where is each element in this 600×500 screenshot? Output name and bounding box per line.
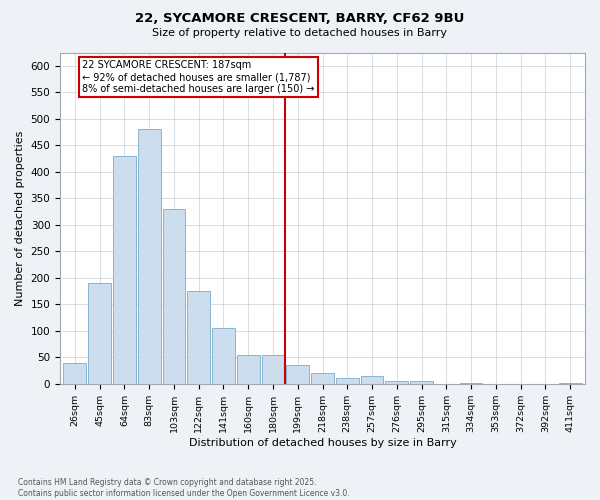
Text: Size of property relative to detached houses in Barry: Size of property relative to detached ho…: [152, 28, 448, 38]
Bar: [361, 376, 383, 384]
Bar: [410, 381, 433, 384]
Bar: [138, 130, 161, 384]
Text: 22, SYCAMORE CRESCENT, BARRY, CF62 9BU: 22, SYCAMORE CRESCENT, BARRY, CF62 9BU: [136, 12, 464, 26]
X-axis label: Distribution of detached houses by size in Barry: Distribution of detached houses by size …: [188, 438, 457, 448]
Bar: [237, 354, 260, 384]
Y-axis label: Number of detached properties: Number of detached properties: [15, 130, 25, 306]
Bar: [163, 209, 185, 384]
Text: Contains HM Land Registry data © Crown copyright and database right 2025.
Contai: Contains HM Land Registry data © Crown c…: [18, 478, 350, 498]
Bar: [336, 378, 359, 384]
Text: 22 SYCAMORE CRESCENT: 187sqm
← 92% of detached houses are smaller (1,787)
8% of : 22 SYCAMORE CRESCENT: 187sqm ← 92% of de…: [82, 60, 314, 94]
Bar: [286, 365, 309, 384]
Bar: [559, 383, 581, 384]
Bar: [64, 362, 86, 384]
Bar: [385, 381, 408, 384]
Bar: [311, 373, 334, 384]
Bar: [113, 156, 136, 384]
Bar: [460, 382, 482, 384]
Bar: [88, 283, 111, 384]
Bar: [262, 354, 284, 384]
Bar: [212, 328, 235, 384]
Bar: [187, 291, 210, 384]
